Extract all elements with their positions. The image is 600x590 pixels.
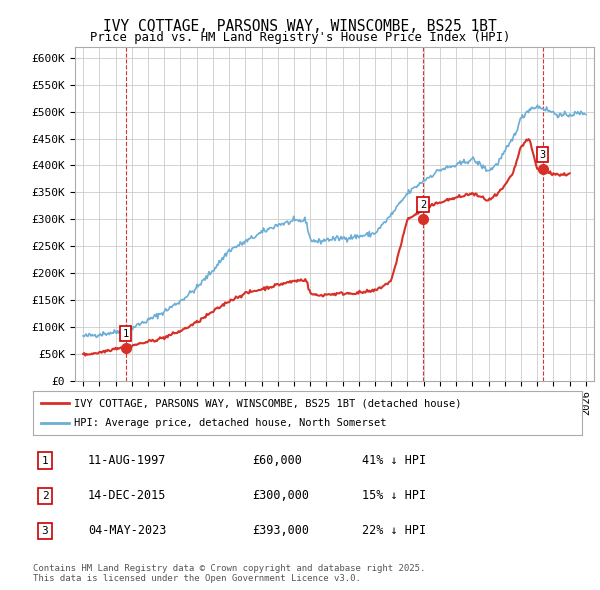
Text: Contains HM Land Registry data © Crown copyright and database right 2025.
This d: Contains HM Land Registry data © Crown c… <box>33 563 425 583</box>
Text: 2: 2 <box>42 491 49 501</box>
Text: 1: 1 <box>122 329 129 339</box>
Text: 1: 1 <box>42 456 49 466</box>
Text: £393,000: £393,000 <box>253 525 310 537</box>
Text: Price paid vs. HM Land Registry's House Price Index (HPI): Price paid vs. HM Land Registry's House … <box>90 31 510 44</box>
Text: 22% ↓ HPI: 22% ↓ HPI <box>362 525 427 537</box>
Text: 15% ↓ HPI: 15% ↓ HPI <box>362 489 427 502</box>
Text: £60,000: £60,000 <box>253 454 302 467</box>
Text: 3: 3 <box>42 526 49 536</box>
Text: IVY COTTAGE, PARSONS WAY, WINSCOMBE, BS25 1BT (detached house): IVY COTTAGE, PARSONS WAY, WINSCOMBE, BS2… <box>74 398 461 408</box>
Text: 2: 2 <box>420 199 426 209</box>
Text: 41% ↓ HPI: 41% ↓ HPI <box>362 454 427 467</box>
Text: HPI: Average price, detached house, North Somerset: HPI: Average price, detached house, Nort… <box>74 418 386 428</box>
Text: £300,000: £300,000 <box>253 489 310 502</box>
Text: 14-DEC-2015: 14-DEC-2015 <box>88 489 166 502</box>
Text: 11-AUG-1997: 11-AUG-1997 <box>88 454 166 467</box>
Text: 04-MAY-2023: 04-MAY-2023 <box>88 525 166 537</box>
Text: IVY COTTAGE, PARSONS WAY, WINSCOMBE, BS25 1BT: IVY COTTAGE, PARSONS WAY, WINSCOMBE, BS2… <box>103 19 497 34</box>
Text: 3: 3 <box>539 150 546 159</box>
